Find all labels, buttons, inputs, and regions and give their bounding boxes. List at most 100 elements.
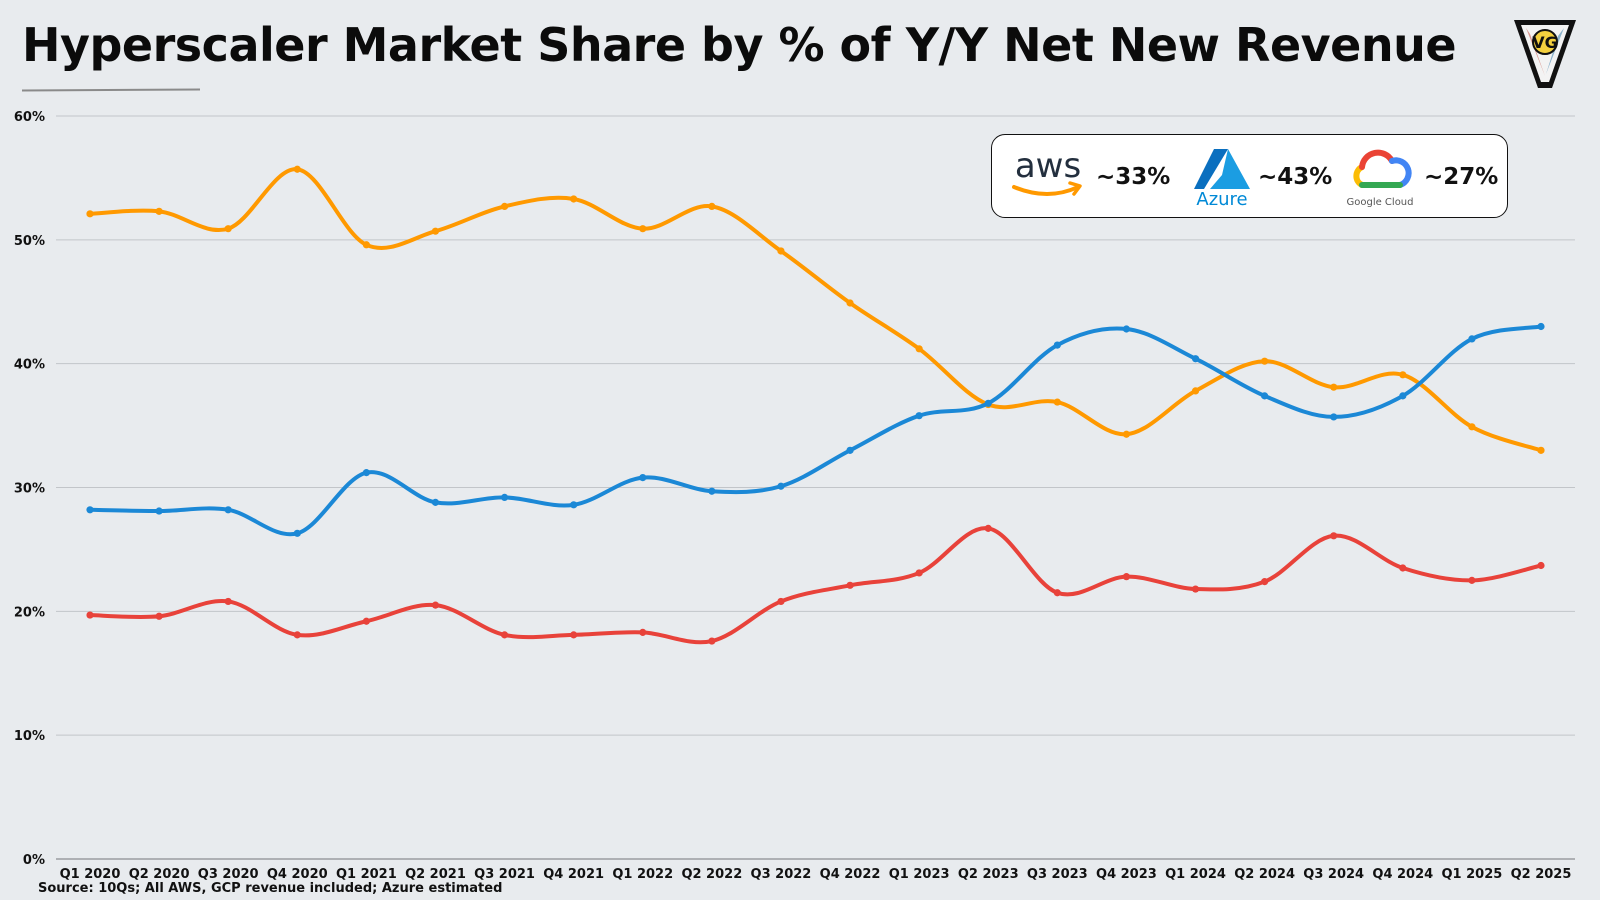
- data-point-azure: [777, 482, 785, 490]
- data-point-azure: [1122, 325, 1131, 333]
- data-point-google-cloud: [915, 569, 923, 577]
- data-point-google-cloud: [1330, 532, 1338, 540]
- data-point-aws: [1468, 423, 1476, 431]
- data-point-aws: [1191, 387, 1200, 395]
- data-point-azure: [639, 473, 647, 482]
- data-point-aws: [1399, 371, 1407, 379]
- google-cloud-logo-text: Google Cloud: [1346, 197, 1413, 208]
- x-tick-label: Q2 2023: [958, 867, 1019, 882]
- data-point-aws: [86, 210, 94, 218]
- data-point-aws: [1053, 398, 1061, 406]
- google-cloud-share-value: ~27%: [1424, 164, 1499, 190]
- x-tick-label: Q2 2024: [1234, 867, 1295, 882]
- data-point-google-cloud: [1537, 561, 1545, 570]
- data-point-google-cloud: [570, 631, 578, 639]
- series-aws: [86, 165, 1545, 454]
- series-layer: [86, 165, 1545, 645]
- data-point-google-cloud: [293, 631, 301, 639]
- data-point-azure: [915, 412, 923, 420]
- data-point-azure: [431, 498, 440, 506]
- data-point-google-cloud: [1468, 576, 1476, 584]
- data-point-aws: [1122, 430, 1131, 438]
- x-tick-label: Q3 2020: [198, 867, 259, 882]
- legend-box: aws ~33% Azure ~43% Google Cloud ~27%: [991, 134, 1508, 218]
- x-tick-label: Q1 2023: [889, 867, 950, 882]
- data-point-aws: [570, 195, 578, 203]
- azure-share-value: ~43%: [1258, 164, 1333, 190]
- data-point-google-cloud: [431, 601, 440, 609]
- aws-logo-icon: aws: [1012, 147, 1082, 196]
- data-point-azure: [1537, 322, 1545, 331]
- y-tick-label: 10%: [14, 729, 45, 744]
- data-point-google-cloud: [846, 581, 854, 589]
- x-tick-label: Q3 2021: [474, 867, 535, 882]
- data-point-azure: [293, 529, 301, 537]
- brand-logo-icon: VG: [1514, 20, 1576, 88]
- data-point-google-cloud: [500, 631, 509, 639]
- x-tick-label: Q3 2023: [1027, 867, 1088, 882]
- azure-logo-text: Azure: [1196, 189, 1247, 209]
- google-cloud-logo-icon: Google Cloud: [1346, 149, 1414, 208]
- data-point-aws: [915, 345, 923, 353]
- x-tick-label: Q1 2021: [336, 867, 397, 882]
- data-point-google-cloud: [155, 612, 163, 620]
- data-point-aws: [155, 207, 163, 215]
- legend-item-azure: ~43%: [1258, 135, 1332, 219]
- data-point-aws: [224, 225, 232, 233]
- x-tick-label: Q4 2023: [1096, 867, 1157, 882]
- data-point-aws: [1330, 383, 1338, 391]
- data-point-aws: [431, 227, 440, 235]
- series-google-cloud: [86, 524, 1545, 645]
- data-point-azure: [846, 446, 854, 454]
- data-point-aws: [846, 299, 854, 307]
- data-point-azure: [984, 399, 992, 407]
- aws-logo-text: aws: [1015, 147, 1081, 186]
- y-tick-label: 40%: [14, 358, 45, 373]
- data-point-google-cloud: [1261, 578, 1269, 586]
- y-tick-label: 50%: [14, 234, 45, 249]
- y-tick-label: 60%: [14, 110, 45, 125]
- data-point-azure: [1191, 355, 1200, 363]
- x-tick-label: Q1 2024: [1165, 867, 1226, 882]
- data-point-aws: [639, 225, 647, 233]
- data-point-azure: [1330, 413, 1338, 421]
- data-point-aws: [293, 165, 301, 173]
- y-tick-label: 30%: [14, 482, 45, 497]
- data-point-aws: [500, 202, 509, 210]
- x-tick-label: Q1 2020: [60, 867, 121, 882]
- data-point-google-cloud: [1399, 564, 1407, 572]
- x-axis: Q1 2020 Q2 2020 Q3 2020 Q4 2020 Q1 2021 Q2 20…: [60, 867, 1572, 882]
- x-tick-label: Q4 2021: [543, 867, 604, 882]
- data-point-azure: [86, 506, 94, 514]
- y-tick-label: 20%: [14, 605, 45, 620]
- x-tick-label: Q2 2020: [129, 867, 190, 882]
- aws-share-value: ~33%: [1096, 164, 1171, 190]
- legend-item-google-cloud: ~27%: [1424, 135, 1498, 219]
- series-line-azure: [88, 324, 1543, 537]
- data-point-aws: [1537, 446, 1545, 454]
- series-line-google-cloud: [88, 526, 1543, 645]
- data-point-google-cloud: [777, 597, 785, 606]
- data-point-google-cloud: [224, 597, 232, 606]
- data-point-azure: [708, 487, 716, 495]
- x-tick-label: Q1 2025: [1441, 867, 1502, 882]
- data-point-aws: [777, 247, 785, 255]
- x-tick-label: Q4 2022: [820, 867, 881, 882]
- data-point-azure: [500, 493, 509, 502]
- data-point-azure: [1399, 392, 1407, 400]
- data-point-azure: [224, 506, 232, 514]
- data-point-google-cloud: [1191, 585, 1200, 593]
- data-point-google-cloud: [362, 617, 370, 625]
- data-point-azure: [155, 507, 163, 515]
- x-tick-label: Q2 2022: [681, 867, 742, 882]
- page-title: Hyperscaler Market Share by % of Y/Y Net…: [22, 18, 1457, 72]
- x-tick-label: Q1 2022: [612, 867, 673, 882]
- data-point-google-cloud: [1053, 589, 1061, 597]
- data-point-aws: [1261, 357, 1269, 365]
- data-point-azure: [362, 469, 370, 477]
- source-note: Source: 10Qs; All AWS, GCP revenue inclu…: [38, 881, 503, 896]
- grid-layer: [56, 115, 1575, 860]
- data-point-google-cloud: [639, 628, 647, 636]
- brand-logo-letters: VG: [1532, 33, 1558, 52]
